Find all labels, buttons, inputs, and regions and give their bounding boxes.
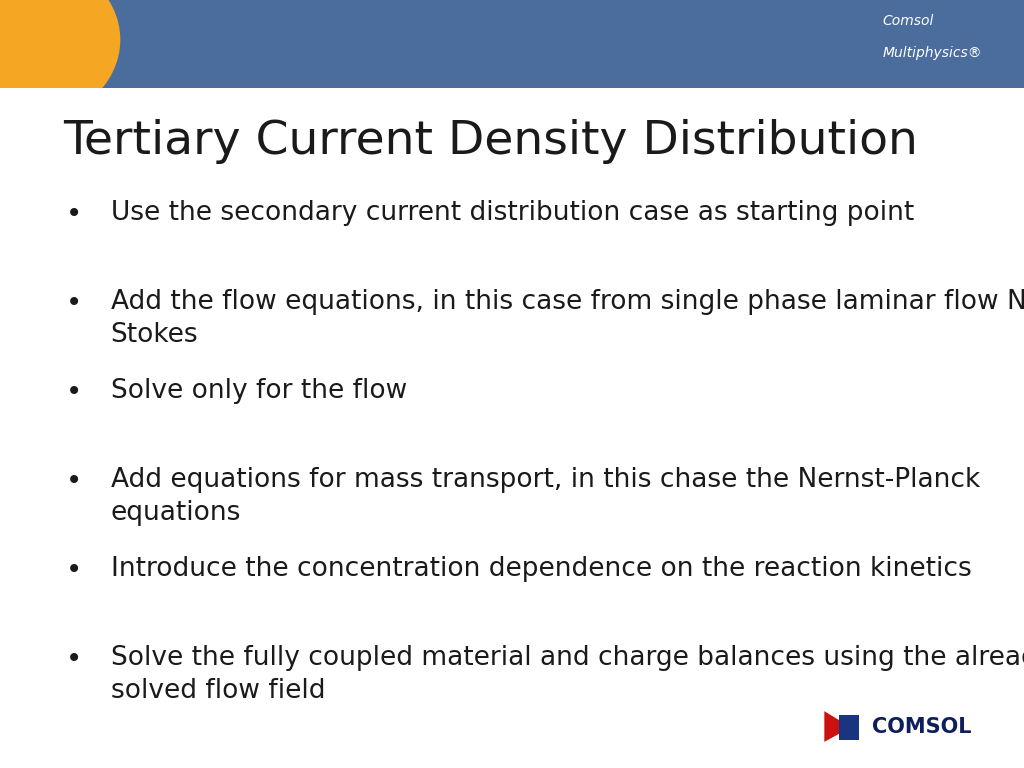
- Text: •: •: [66, 467, 82, 495]
- Text: Multiphysics®: Multiphysics®: [883, 46, 982, 60]
- Text: •: •: [66, 289, 82, 316]
- Bar: [0, 0, 1024, 88]
- Text: Comsol: Comsol: [883, 15, 934, 28]
- Text: •: •: [66, 378, 82, 406]
- Text: Solve the fully coupled material and charge balances using the already
solved fl: Solve the fully coupled material and cha…: [111, 645, 1024, 704]
- Text: COMSOL: COMSOL: [871, 717, 971, 737]
- Polygon shape: [824, 711, 851, 742]
- Text: •: •: [66, 556, 82, 584]
- Text: Add the flow equations, in this case from single phase laminar flow Navier-
Stok: Add the flow equations, in this case fro…: [111, 289, 1024, 348]
- Text: Solve only for the flow: Solve only for the flow: [111, 378, 407, 404]
- Text: Use the secondary current distribution case as starting point: Use the secondary current distribution c…: [111, 200, 913, 226]
- Bar: [0, 88, 1024, 768]
- Text: •: •: [66, 200, 82, 227]
- Text: Add equations for mass transport, in this chase the Nernst-Planck
equations: Add equations for mass transport, in thi…: [111, 467, 980, 526]
- Ellipse shape: [0, 0, 121, 124]
- Bar: [839, 715, 859, 740]
- Text: •: •: [66, 645, 82, 673]
- Text: Tertiary Current Density Distribution: Tertiary Current Density Distribution: [63, 119, 919, 164]
- Text: Introduce the concentration dependence on the reaction kinetics: Introduce the concentration dependence o…: [111, 556, 972, 582]
